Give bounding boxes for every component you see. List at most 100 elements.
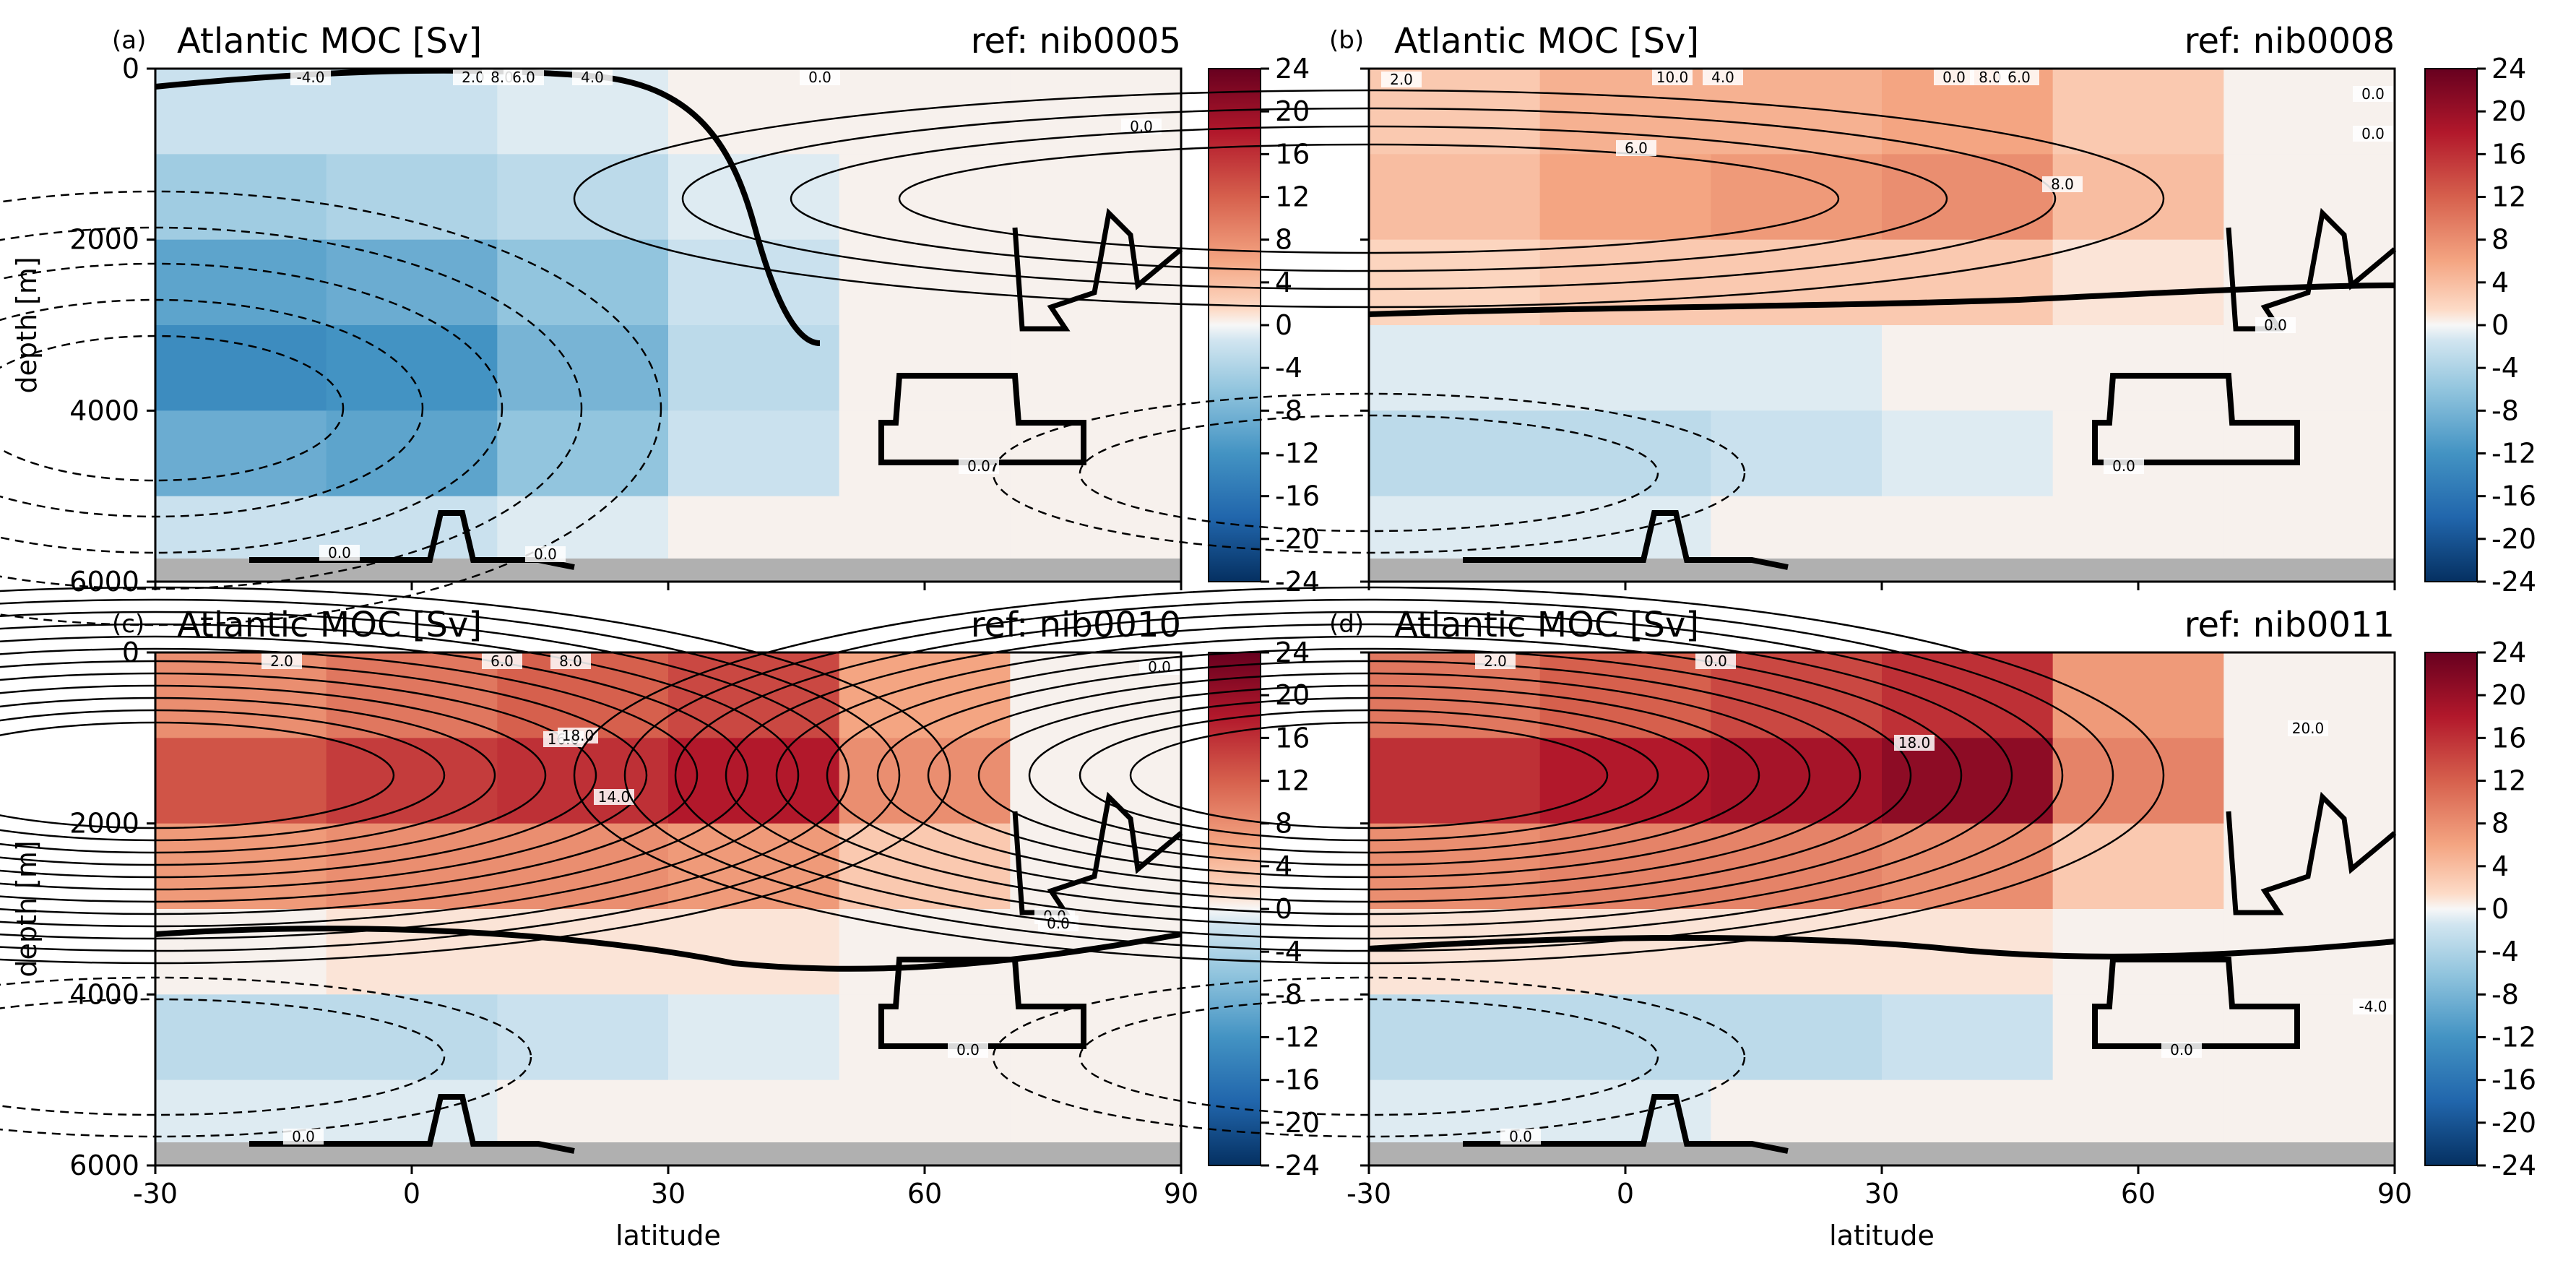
contour-label: 0.0: [2361, 125, 2385, 142]
contour-labels: -4.0 2.0 8.06.0 4.0 0.00.00.00.0 0.0: [290, 69, 1162, 563]
contour-label: 6.0: [2007, 69, 2031, 86]
heatmap-cell: [1010, 154, 1182, 241]
heatmap-cell: [668, 994, 840, 1081]
x-tick-label: -30: [133, 1178, 178, 1210]
contour-label-bg: [1934, 69, 1974, 85]
heatmap-cell: [1711, 994, 1883, 1081]
heatmap-cell: [1882, 154, 2054, 241]
heatmap-cell: [1711, 738, 1883, 824]
contour-label: 8.0: [559, 652, 582, 670]
colorbar-tick-label: -12: [2491, 438, 2536, 470]
contour-label-bg: [283, 1129, 324, 1145]
contour-label: 0.0: [1942, 69, 1966, 86]
panel-b: 2.0 10.0 4.0 0.0 8.0 6.0 6.0 8.0 0.0 0.0 0.0 0.0 (b…: [573, 21, 2397, 590]
contour-label: 0.0: [2170, 1041, 2193, 1059]
x-tick-label: 60: [2121, 1178, 2156, 1210]
contour-label-bg: [2353, 86, 2393, 102]
colorbar-tick-label: 16: [1275, 138, 1310, 170]
colorbar-tick-label: 24: [2491, 637, 2526, 668]
colorbar-tick-label: -20: [1275, 523, 1320, 555]
heatmap-cell: [2052, 909, 2224, 995]
colorbar-tick-label: 0: [1275, 309, 1292, 341]
heatmap-cell: [326, 154, 498, 241]
heatmap-cell: [2052, 410, 2224, 497]
colorbar-tick-label: -20: [2491, 1107, 2536, 1139]
heatmap-cell: [326, 909, 498, 995]
contour-label-bg: [1652, 69, 1693, 85]
contour-label: 0.0: [808, 69, 831, 86]
heatmap-cell: [839, 325, 1011, 411]
colorbar-tick-label: 12: [1275, 765, 1310, 797]
contour-label: 2.0: [270, 652, 293, 670]
colorbar-tick-label: -8: [1275, 395, 1302, 426]
contour-label-bg: [2161, 1042, 2202, 1058]
panel-label: (d): [1329, 610, 1364, 639]
heatmap-cell: [839, 69, 1011, 155]
bathymetry-outline: [1463, 1094, 1789, 1154]
colorbar-tick-label: 4: [1275, 850, 1292, 882]
x-axis-label: latitude: [1829, 1220, 1935, 1251]
contour-label-bg: [1894, 735, 1935, 751]
heatmap-cell: [2052, 823, 2224, 910]
contour-label: 10.0: [1656, 69, 1689, 86]
contour-label: 2.0: [1484, 652, 1507, 670]
heatmap-cell: [1539, 154, 1711, 241]
contour-label-bg: [550, 653, 591, 669]
contour-label: 0.0: [292, 1128, 315, 1145]
colorbar-tick-label: -24: [1275, 1150, 1320, 1181]
panel-ref: ref: nib0010: [971, 605, 1181, 645]
contour-label-bg: [1381, 72, 1422, 87]
heatmap-cell: [2052, 154, 2224, 241]
colorbar-tick-label: -24: [2491, 1150, 2536, 1181]
axes: 0 2000 4000 6000: [69, 53, 1183, 598]
colorbar-a: 24 20 16 12 8 4 0 -4 -8 -12 -16 -20 -24: [1208, 53, 1320, 598]
y-axis-label: depth [m]: [11, 840, 43, 977]
colorbar-tick-label: -16: [2491, 480, 2536, 512]
heatmap-cell: [1539, 994, 1711, 1081]
colorbar-ticks: 24 20 16 12 8 4 0 -4 -8 -12 -16 -20 -24: [2477, 53, 2536, 598]
contour-label: 0.0: [328, 544, 351, 561]
colorbar-tick-label: 8: [1275, 224, 1292, 256]
contour-label-bg: [2353, 999, 2393, 1014]
panel-ref: ref: nib0008: [2184, 21, 2395, 61]
colorbar-tick-label: 20: [1275, 679, 1310, 711]
heatmap-cell: [668, 738, 840, 824]
colorbar-b: 24 20 16 12 8 4 0 -4 -8 -12 -16 -20 -24: [2424, 53, 2536, 598]
colorbar-tick-label: 12: [2491, 181, 2526, 213]
heatmap-cell: [1539, 325, 1711, 411]
heatmap-cell: [1882, 994, 2054, 1081]
heatmap-cell: [1711, 325, 1883, 411]
contour-label: 6.0: [1625, 139, 1648, 157]
panel-ref: ref: nib0005: [971, 21, 1181, 61]
heatmap-cell: [1369, 154, 1541, 241]
panel-title: Atlantic MOC [Sv]: [1394, 21, 1699, 61]
contour-label-bg: [319, 545, 360, 561]
colorbar-tick-label: -8: [2491, 978, 2519, 1010]
heatmap-cell: [326, 410, 498, 497]
bathymetry-outline: [249, 1094, 575, 1154]
colorbar-tick-label: -20: [1275, 1107, 1320, 1139]
colorbar-tick-label: 16: [1275, 722, 1310, 754]
colorbar-tick-label: 0: [2491, 309, 2509, 341]
heatmap-cell: [497, 239, 669, 326]
contour-label-bg: [262, 653, 302, 669]
contour-label: 0.0: [1509, 1128, 1532, 1145]
contour-labels: 2.0 0.0 18.0 20.0 -4.0 0.0 0.0: [1475, 652, 2393, 1145]
heatmap-cell: [155, 410, 327, 497]
contour-label: 0.0: [956, 1041, 980, 1059]
contour-label: 6.0: [490, 652, 514, 670]
panel-a: -4.0 2.0 8.06.0 4.0 0.00.00.00.0 0.0 02000400…: [0, 21, 1183, 626]
colorbar-tick-label: -4: [2491, 936, 2519, 967]
contour-labels: 2.06.08.016.018.014.00.00.00.00.00.0: [262, 652, 1180, 1145]
heatmap-cell: [668, 410, 840, 497]
colorbar-tick-label: 8: [2491, 224, 2509, 256]
contour-label-bg: [525, 546, 566, 562]
y-tick-label: 4000: [69, 395, 139, 426]
heatmap-cell: [1369, 410, 1541, 497]
contour-label-bg: [1121, 118, 1162, 134]
colorbar-ticks: 24 20 16 12 8 4 0 -4 -8 -12 -16 -20 -24: [1261, 53, 1320, 598]
contour-label-bg: [482, 653, 522, 669]
heatmap-cell: [1711, 239, 1883, 326]
contour-label-bg: [1999, 69, 2039, 85]
axes: -30 0 30 60 90: [1347, 651, 2412, 1210]
